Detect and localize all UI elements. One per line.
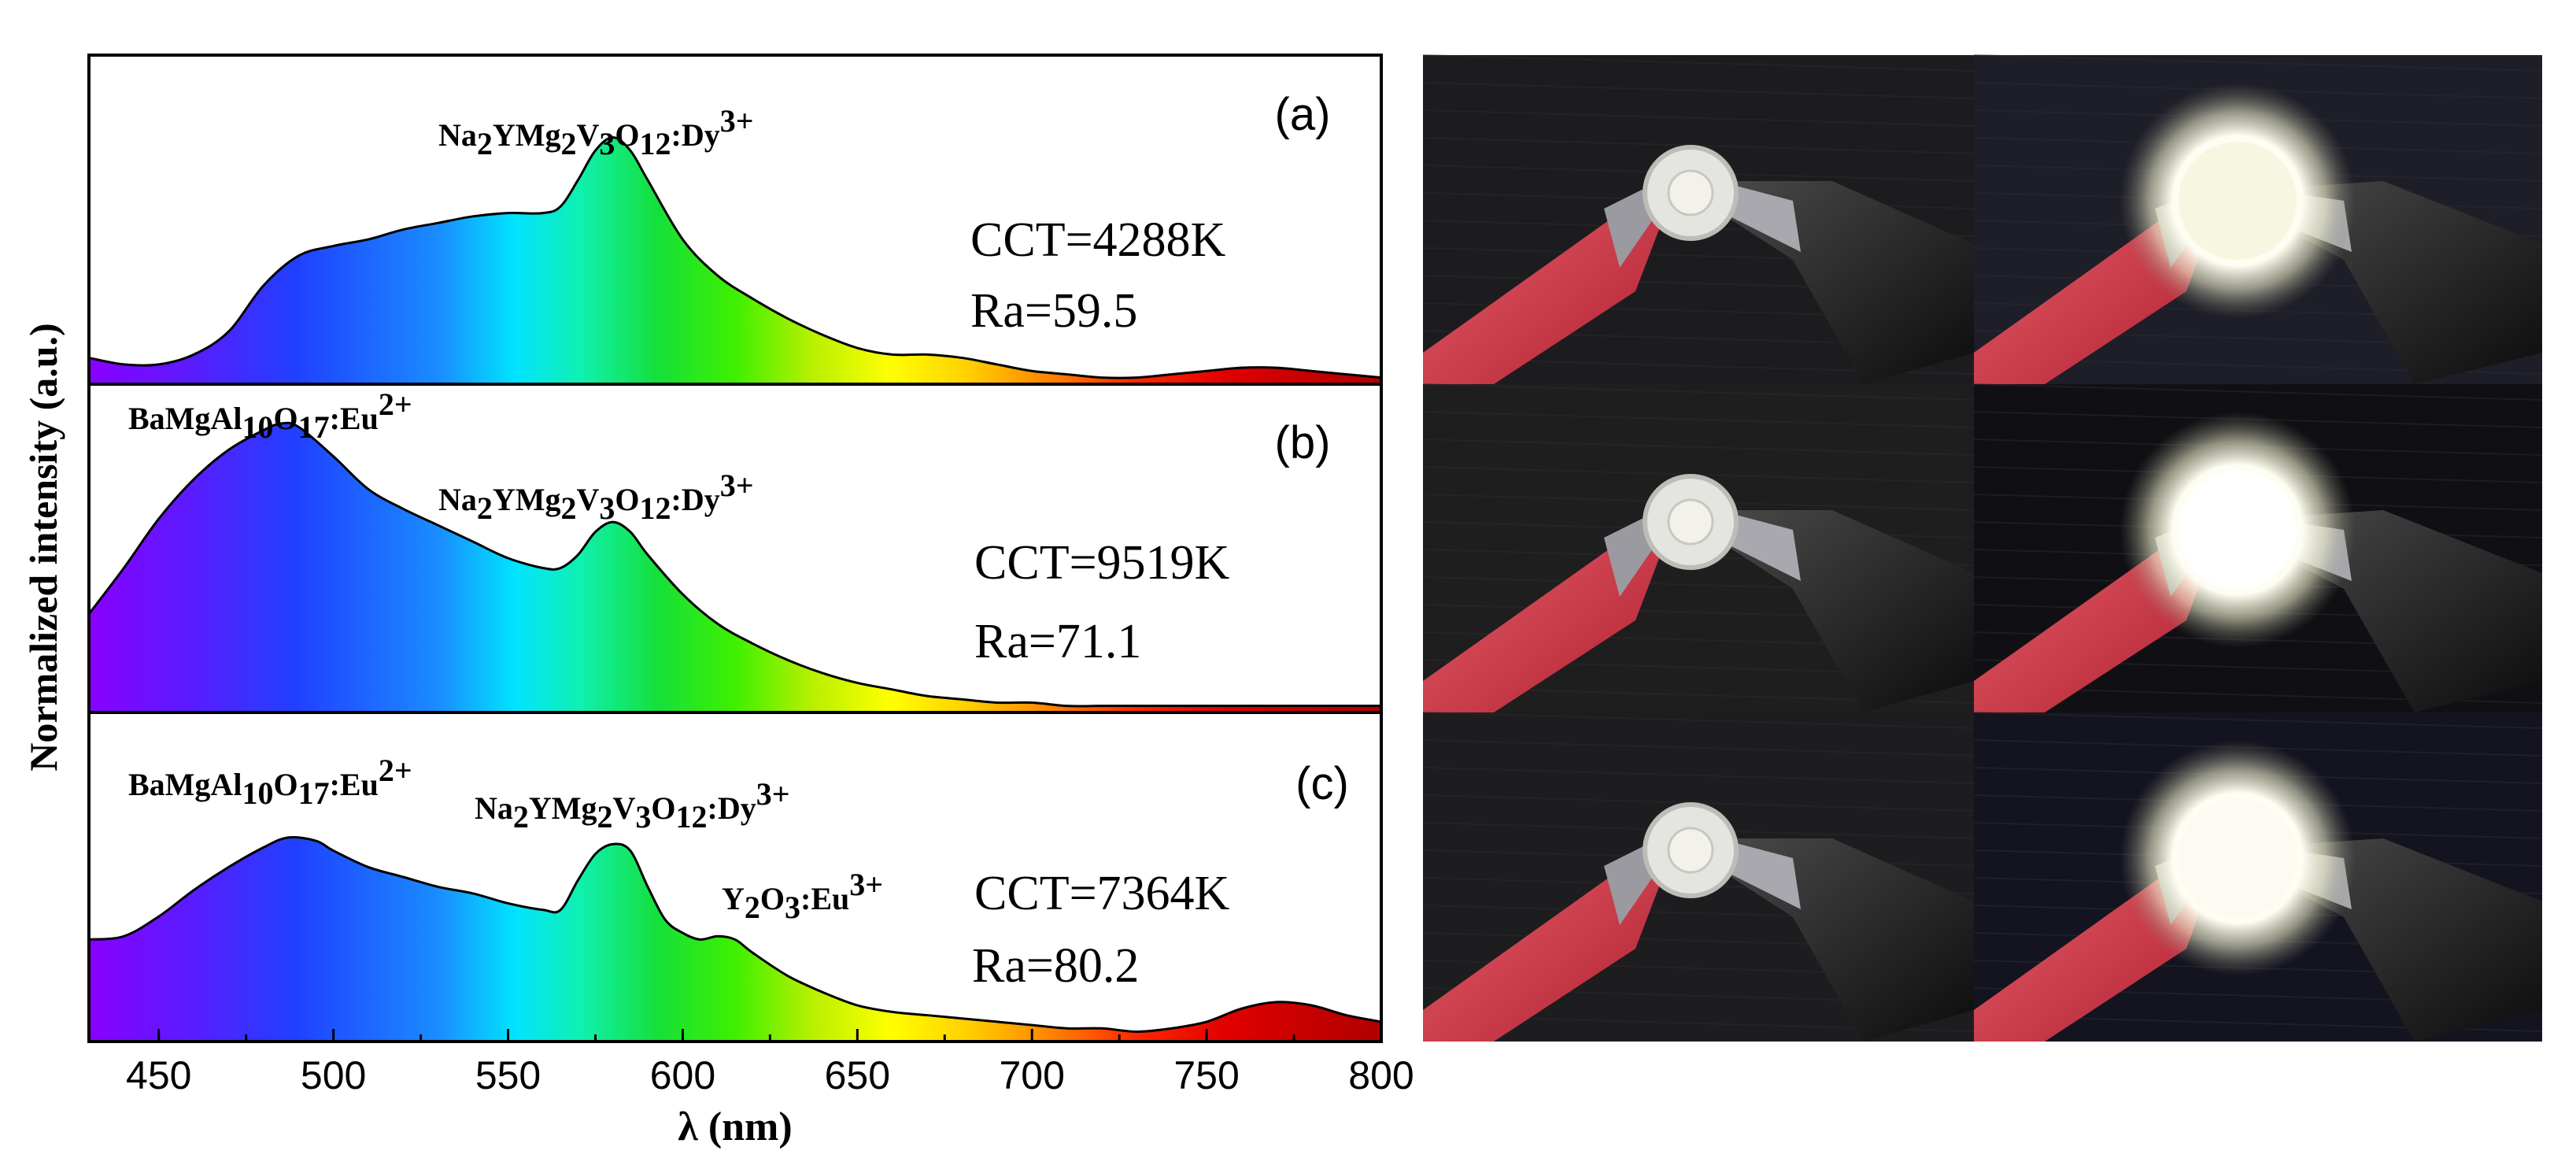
cct-value: CCT=9519K <box>974 536 1230 590</box>
spectrum-panel-c: (c) CCT=7364K Ra=80.2 BaMgAl10O17:Eu2+ Na2YM… <box>87 711 1383 1043</box>
y-axis-label: Normalized intensity (a.u.) <box>21 323 65 771</box>
spectrum-area <box>89 423 1381 712</box>
ra-value: Ra=80.2 <box>972 939 1139 993</box>
x-axis: 450 500 550 600 650 700 750 800 <box>126 1029 1414 1097</box>
ra-value: Ra=71.1 <box>974 615 1141 668</box>
panel-frame <box>87 711 1383 1043</box>
peak-label: BaMgAl10O17:Eu2+ <box>128 387 412 445</box>
cct-value: CCT=7364K <box>974 867 1230 920</box>
ra-value: Ra=59.5 <box>970 284 1137 338</box>
led-on-photo <box>1973 54 2543 384</box>
x-tick-label: 450 <box>126 1053 191 1097</box>
led-on-photo <box>1973 712 2543 1042</box>
panel-label: (c) <box>1295 758 1349 809</box>
x-tick-label: 600 <box>650 1053 715 1097</box>
peak-label: Na2YMg2V3O12:Dy3+ <box>438 103 754 161</box>
spectrum-panel-a: (a) CCT=4288K Ra=59.5 Na2YMg2V3O12:Dy3+ <box>87 54 1383 386</box>
led-off-photo <box>1422 712 1975 1042</box>
led-photo-grid <box>1422 54 2543 1042</box>
x-tick-label: 700 <box>999 1053 1064 1097</box>
spectrum-line <box>88 836 1382 1033</box>
x-tick-label: 500 <box>301 1053 366 1097</box>
peak-label: Na2YMg2V3O12:Dy3+ <box>438 468 754 526</box>
spectrum-area <box>89 837 1381 1042</box>
cct-value: CCT=4288K <box>970 213 1226 267</box>
led-off-photo <box>1422 383 1975 712</box>
led-off-photo <box>1422 54 1975 384</box>
spectrum-panel-b: (b) CCT=9519K Ra=71.1 BaMgAl10O17:Eu2+ Na2YM… <box>87 383 1383 714</box>
x-tick-label: 750 <box>1173 1053 1239 1097</box>
x-tick-label: 650 <box>825 1053 890 1097</box>
peak-label: BaMgAl10O17:Eu2+ <box>128 753 412 811</box>
x-axis-label: λ (nm) <box>678 1105 792 1149</box>
peak-label: Na2YMg2V3O12:Dy3+ <box>475 776 790 834</box>
spectrum-line <box>88 135 1382 379</box>
panel-label: (b) <box>1275 417 1331 468</box>
led-on-photo <box>1973 383 2543 712</box>
panel-label: (a) <box>1275 89 1331 140</box>
x-tick-label: 800 <box>1348 1053 1414 1097</box>
x-tick-label: 550 <box>475 1053 541 1097</box>
spectrum-area <box>89 137 1381 384</box>
spectra-chart: (a) CCT=4288K Ra=59.5 Na2YMg2V3O12:Dy3+ (b) C… <box>21 54 1414 1149</box>
peak-label: Y2O3:Eu3+ <box>722 867 883 925</box>
spectrum-line <box>87 421 1381 708</box>
